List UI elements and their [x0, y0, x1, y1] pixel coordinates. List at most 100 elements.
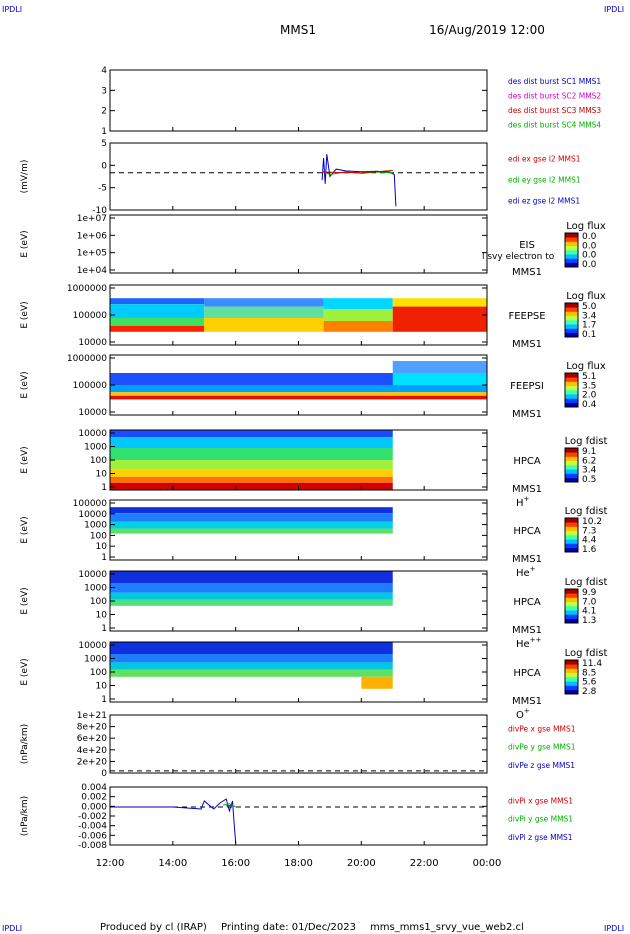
- colorbar-tick-label: 4.1: [582, 607, 596, 617]
- legend-entry: divPi x gse MMS1: [508, 797, 573, 806]
- panel-frame: [109, 714, 488, 774]
- series-line: [322, 170, 393, 174]
- spacecraft-label: MMS1: [512, 409, 542, 420]
- y-tick-label: 10: [96, 542, 108, 552]
- x-tick-label: 22:00: [410, 858, 439, 869]
- corner-label-bottom-left: IPDLI: [2, 924, 22, 933]
- spectrogram-band: [323, 309, 393, 321]
- y-tick-label: 10: [96, 682, 108, 692]
- x-tick-label: 20:00: [347, 858, 376, 869]
- y-tick-label: 0: [101, 161, 107, 171]
- spectrogram-band: [392, 361, 487, 373]
- spectrogram-band: [392, 298, 487, 307]
- colorbar-title: Log flux: [566, 221, 606, 232]
- spectrogram-band: [110, 662, 393, 670]
- colorbar-segment: [565, 311, 578, 317]
- colorbar-tick-label: 9.9: [582, 588, 597, 598]
- y-tick-label: 1: [101, 483, 107, 493]
- y-tick-label: 1: [101, 624, 107, 634]
- colorbar-segment: [565, 539, 578, 544]
- colorbar-title: Log fdist: [565, 436, 608, 447]
- y-axis-label: E (eV): [20, 371, 30, 398]
- species-charge: +: [524, 495, 530, 503]
- colorbar-segment: [565, 385, 578, 391]
- colorbar-segment: [565, 324, 578, 329]
- colorbar-tick-label: 1.3: [582, 616, 596, 626]
- spacecraft-label: MMS1: [512, 484, 542, 495]
- y-tick-label: 10000: [78, 510, 107, 520]
- colorbar-segment: [565, 377, 578, 382]
- y-tick-label: -0.004: [78, 822, 107, 832]
- legend-entry: des dist burst SC1 MMS1: [508, 77, 601, 86]
- instrument-label: FEEPSI: [510, 381, 544, 392]
- y-tick-label: 1000000: [67, 284, 107, 294]
- panels: 4 3 2 1 des dist burst SC1 MMS1 des dist burs…: [20, 66, 607, 851]
- spectrogram-band: [110, 304, 205, 318]
- colorbar-tick-label: 1.6: [582, 545, 597, 555]
- colorbar-segment: [565, 597, 578, 603]
- colorbar-frame: [564, 517, 579, 553]
- colorbar-segment: [565, 672, 578, 678]
- instrument-label: HPCA: [513, 526, 541, 537]
- y-tick-label: 1e+04: [77, 266, 108, 276]
- panel-p4: 1000000 100000 10000 E (eV) FEEPSE MMS1 Log fl…: [20, 284, 606, 350]
- y-tick-label: -0.002: [78, 812, 107, 822]
- colorbar-segment: [565, 465, 578, 470]
- colorbar-title: Log flux: [566, 291, 606, 302]
- colorbar-segment: [565, 233, 578, 238]
- y-axis-label: E (eV): [20, 658, 30, 685]
- series-line: [321, 154, 397, 207]
- corner-label-bottom-right: IPDLI: [604, 924, 624, 933]
- colorbar-segment: [565, 373, 578, 378]
- y-tick-label: -5: [98, 184, 107, 194]
- y-tick-label: 5: [101, 139, 107, 149]
- x-tick-label: 14:00: [158, 858, 187, 869]
- colorbar-tick-label: 0.0: [582, 251, 597, 261]
- colorbar-tick-label: 8.5: [582, 668, 596, 678]
- y-tick-label: 100: [90, 668, 107, 678]
- colorbar-segment: [565, 241, 578, 247]
- colorbar-segment: [565, 618, 578, 624]
- colorbar-segment: [565, 390, 578, 395]
- y-tick-label: 10000: [78, 570, 107, 580]
- species-label: He++: [516, 636, 542, 650]
- instrument-label: EIS: [519, 240, 535, 251]
- spectrogram-band: [110, 318, 205, 326]
- colorbar-segment: [565, 522, 578, 527]
- y-tick-label: 2e+20: [77, 757, 108, 767]
- colorbar-frame: [564, 232, 579, 268]
- colorbar-segment: [565, 254, 578, 259]
- spectrogram-band: [392, 373, 487, 385]
- colorbar-segment: [565, 535, 578, 540]
- colorbar-segment: [565, 332, 578, 338]
- colorbar-title: Log fdist: [565, 648, 608, 659]
- corner-label-top-right: IPDLI: [604, 5, 624, 14]
- colorbar-segment: [565, 258, 578, 264]
- y-tick-label: 8e+20: [77, 723, 108, 733]
- instrument-label: HPCA: [513, 668, 541, 679]
- panel-frame: [109, 142, 488, 211]
- y-tick-label: -0.006: [78, 831, 107, 841]
- y-tick-label: 100000: [73, 499, 108, 509]
- colorbar-tick-label: 5.1: [582, 372, 596, 382]
- colorbar-segment: [565, 381, 578, 387]
- y-tick-label: 2: [101, 107, 107, 117]
- spectrogram-band: [204, 318, 324, 332]
- spectrogram-band: [323, 321, 393, 332]
- colorbar-segment: [565, 547, 578, 553]
- instrument-label: HPCA: [513, 597, 541, 608]
- colorbar-segment: [565, 601, 578, 607]
- legend-entry: des dist burst SC3 MMS3: [508, 106, 601, 115]
- spectrogram-band: [110, 460, 393, 470]
- y-tick-label: 1000: [84, 521, 107, 531]
- species-label: O+: [516, 707, 530, 721]
- y-tick-label: 1e+21: [77, 711, 107, 721]
- series-line: [223, 803, 236, 808]
- spectrogram-band: [110, 571, 393, 583]
- panel-p2: 5 0 -5 -10 (mV/m) edi ex gse l2 MMS1 edi ey gs…: [20, 139, 581, 216]
- spectrogram-band: [110, 385, 487, 393]
- x-tick-label: 16:00: [221, 858, 250, 869]
